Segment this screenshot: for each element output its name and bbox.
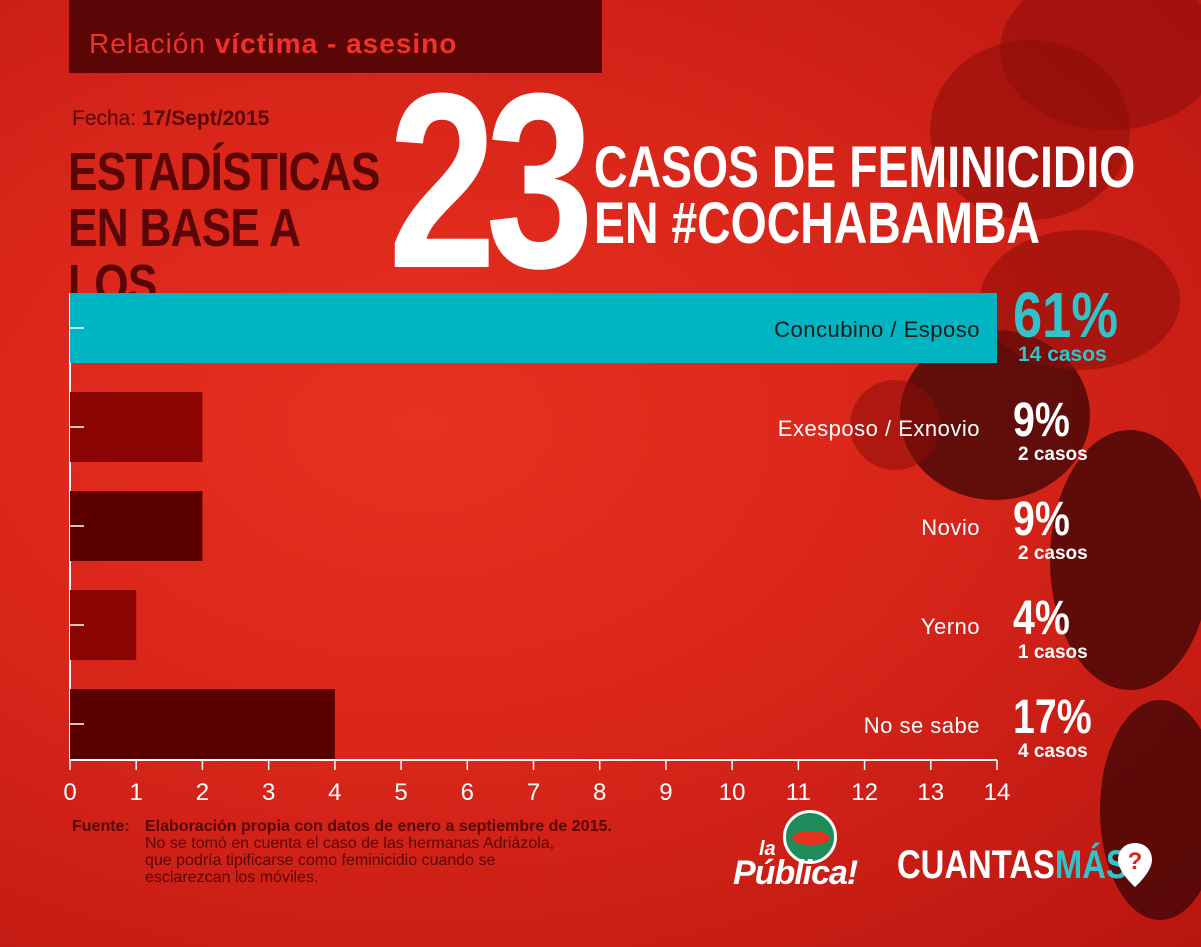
x-tick-label: 9 (659, 779, 672, 806)
category-label: Concubino / Esposo (774, 317, 980, 342)
banner-label-plain: Relación (89, 28, 215, 59)
chart-category-banner: Relación víctima - asesino (69, 0, 602, 73)
x-tick-label: 7 (527, 779, 540, 806)
headline-right-line1: CASOS DE FEMINICIDIO (594, 135, 1136, 200)
source-line3: que podría tipificarse como feminicidio … (145, 852, 496, 869)
x-tick-label: 0 (63, 779, 76, 806)
x-tick-label: 5 (394, 779, 407, 806)
x-tick-label: 8 (593, 779, 606, 806)
question-pin-icon: ? (1118, 843, 1152, 887)
percent-label: 61% (1013, 280, 1118, 351)
cuantas-mas-logo-color: MÁS (1054, 843, 1128, 887)
percent-label: 9% (1013, 492, 1070, 546)
big-number: 23 (388, 41, 594, 320)
la-publica-logo-small: la (759, 838, 776, 860)
x-tick-label: 11 (786, 779, 811, 806)
la-publica-logo: la Pública! (733, 810, 883, 892)
date-value: 17/Sept/2015 (142, 107, 270, 130)
headline-left-line1: ESTADÍSTICAS (68, 142, 380, 202)
la-publica-logo-main: Pública! (733, 854, 858, 892)
source-line1: Elaboración propia con datos de enero a … (145, 818, 612, 835)
x-tick-label: 2 (196, 779, 209, 806)
case-count-label: 14 casos (1018, 343, 1107, 366)
case-count-label: 2 casos (1018, 543, 1088, 564)
category-label: Yerno (921, 614, 980, 639)
headline-right: CASOS DE FEMINICIDIO EN #COCHABAMBA (594, 135, 1136, 256)
bar (70, 392, 203, 462)
cuantas-mas-logo: CUANTASMÁS (897, 843, 1128, 888)
x-tick-label: 4 (328, 779, 341, 806)
x-tick-label: 14 (984, 779, 1011, 806)
category-label: Novio (921, 515, 980, 540)
x-tick-label: 10 (719, 779, 746, 806)
headline-right-line2: EN #COCHABAMBA (594, 191, 1040, 256)
x-tick-label: 1 (130, 779, 143, 806)
date-label: Fecha: (72, 107, 137, 130)
la-publica-emblem-icon (783, 810, 837, 864)
percent-label: 17% (1013, 690, 1092, 744)
category-label: No se sabe (864, 713, 980, 738)
x-tick-label: 6 (461, 779, 474, 806)
x-tick-label: 12 (851, 779, 878, 806)
banner-label-bold: víctima - asesino (214, 28, 458, 59)
x-tick-label: 3 (262, 779, 275, 806)
category-label: Exesposo / Exnovio (778, 416, 980, 441)
bar (70, 491, 203, 561)
percent-label: 9% (1013, 393, 1070, 447)
source-label: Fuente: (72, 818, 130, 835)
case-count-label: 4 casos (1018, 741, 1088, 762)
case-count-label: 1 casos (1018, 642, 1088, 663)
percent-label: 4% (1013, 591, 1070, 645)
case-count-label: 2 casos (1018, 444, 1088, 465)
date-line: Fecha: 17/Sept/2015 (72, 107, 269, 131)
bar (70, 689, 335, 759)
bar (70, 293, 997, 363)
cuantas-mas-logo-white: CUANTAS (897, 843, 1055, 887)
x-tick-label: 13 (917, 779, 944, 806)
source-line4: esclarezcan los móviles. (145, 869, 319, 886)
source-text: Elaboración propia con datos de enero a … (145, 818, 705, 886)
source-line2: No se tomó en cuenta el caso de las herm… (145, 835, 555, 852)
svg-text:?: ? (1128, 848, 1143, 875)
